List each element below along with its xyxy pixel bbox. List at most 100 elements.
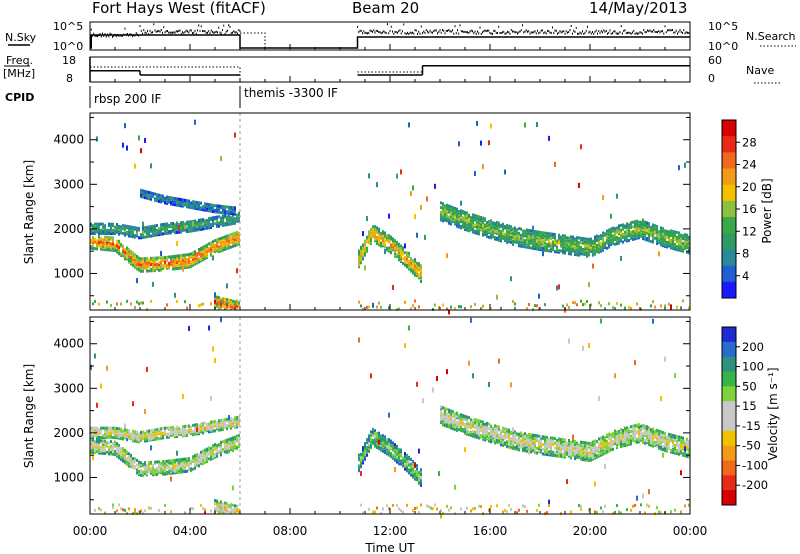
heatmap-cell — [232, 503, 234, 507]
heatmap-cell — [368, 449, 370, 453]
heatmap-cell — [218, 419, 220, 423]
heatmap-cell — [146, 436, 148, 440]
heatmap-cell — [110, 228, 112, 232]
heatmap-cell — [498, 428, 500, 432]
heatmap-cell — [232, 444, 234, 448]
heatmap-cell — [528, 244, 530, 248]
heatmap-cell — [570, 250, 572, 254]
heatmap-cell — [122, 254, 124, 258]
heatmap-cell — [652, 239, 654, 243]
heatmap-cell — [206, 422, 208, 426]
heatmap-cell — [134, 256, 136, 260]
heatmap-cell — [172, 264, 174, 268]
heatmap-cell — [110, 237, 112, 241]
heatmap-cell — [232, 209, 234, 213]
heatmap-cell — [208, 207, 210, 211]
heatmap-cell — [462, 211, 464, 215]
heatmap-cell — [686, 246, 688, 250]
heatmap-cell — [670, 304, 672, 310]
heatmap-cell — [92, 436, 94, 440]
heatmap-cell — [136, 278, 138, 284]
heatmap-cell — [388, 246, 390, 250]
heatmap-cell — [206, 254, 208, 258]
heatmap-cell — [502, 440, 504, 444]
heatmap-cell — [126, 511, 128, 515]
heatmap-cell — [218, 250, 220, 254]
heatmap-cell — [636, 227, 638, 231]
heatmap-cell — [358, 252, 360, 256]
heatmap-cell — [486, 227, 488, 231]
heatmap-cell — [96, 244, 98, 248]
heatmap-cell — [578, 248, 580, 252]
heatmap-cell — [440, 513, 442, 519]
heatmap-cell — [176, 471, 178, 475]
heatmap-cell — [378, 238, 380, 242]
heatmap-cell — [636, 224, 638, 228]
heatmap-cell — [456, 421, 458, 425]
heatmap-cell — [114, 443, 116, 447]
heatmap-cell — [154, 468, 156, 472]
heatmap-cell — [498, 229, 500, 233]
heatmap-cell — [664, 238, 666, 242]
heatmap-cell — [488, 431, 490, 435]
heatmap-cell — [176, 223, 178, 227]
heatmap-cell — [216, 239, 218, 243]
heatmap-cell — [478, 221, 480, 225]
heatmap-cell — [576, 237, 578, 241]
heatmap-cell — [198, 247, 200, 251]
heatmap-cell — [102, 238, 104, 242]
heatmap-cell — [164, 461, 166, 465]
heatmap-cell — [588, 282, 590, 288]
heatmap-cell — [138, 302, 140, 306]
heatmap-cell — [380, 236, 382, 240]
heatmap-cell — [456, 210, 458, 214]
heatmap-cell — [688, 243, 690, 247]
heatmap-cell — [494, 432, 496, 436]
heatmap-cell — [94, 239, 96, 243]
heatmap-cell — [188, 253, 190, 257]
heatmap-cell — [618, 224, 620, 228]
heatmap-cell — [96, 136, 98, 142]
heatmap-cell — [516, 228, 518, 232]
heatmap-cell — [370, 227, 372, 231]
heatmap-cell — [156, 428, 158, 432]
heatmap-cell — [440, 215, 442, 219]
heatmap-cell — [226, 509, 228, 513]
heatmap-cell — [238, 303, 240, 307]
heatmap-cell — [684, 244, 686, 248]
heatmap-cell — [380, 305, 382, 309]
heatmap-cell — [412, 509, 414, 513]
heatmap-cell — [552, 232, 554, 236]
heatmap-cell — [612, 229, 614, 233]
heatmap-cell — [646, 236, 648, 240]
heatmap-cell — [612, 306, 614, 310]
heatmap-cell — [532, 433, 534, 437]
heatmap-cell — [650, 230, 652, 234]
heatmap-cell — [684, 237, 686, 241]
heatmap-cell — [94, 448, 96, 452]
heatmap-cell — [140, 190, 142, 194]
heatmap-cell — [562, 246, 564, 250]
heatmap-cell — [456, 413, 458, 417]
heatmap-cell — [134, 253, 136, 257]
heatmap-cell — [184, 266, 186, 270]
heatmap-cell — [234, 425, 236, 429]
heatmap-cell — [482, 229, 484, 233]
heatmap-cell — [170, 433, 172, 437]
heatmap-cell — [100, 232, 102, 236]
heatmap-cell — [458, 424, 460, 428]
heatmap-cell — [94, 240, 96, 244]
heatmap-cell — [126, 145, 128, 151]
heatmap-cell — [384, 242, 386, 246]
heatmap-cell — [474, 421, 476, 425]
heatmap-cell — [476, 214, 478, 218]
heatmap-cell — [154, 227, 156, 231]
heatmap-cell — [132, 461, 134, 465]
heatmap-cell — [152, 224, 154, 228]
heatmap-cell — [384, 245, 386, 249]
heatmap-cell — [672, 245, 674, 249]
heatmap-cell — [668, 233, 670, 237]
heatmap-cell — [160, 198, 162, 202]
heatmap-cell — [106, 230, 108, 234]
